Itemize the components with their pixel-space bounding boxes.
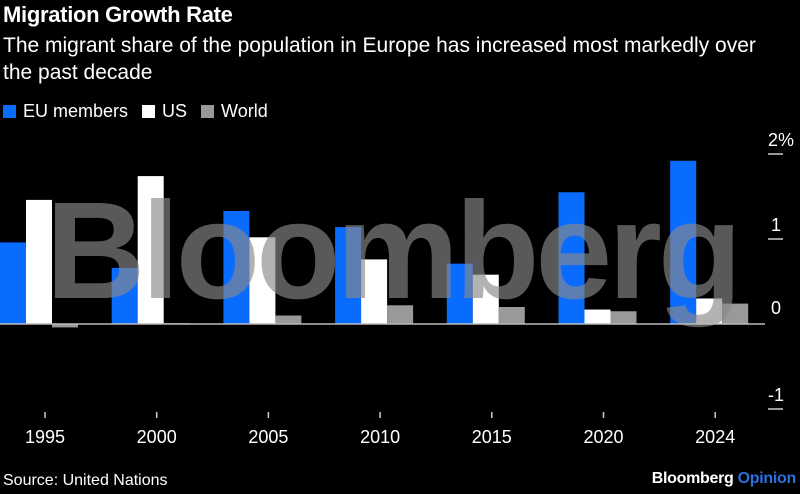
bar-world-2020 — [610, 311, 637, 324]
x-tick-label: 1995 — [25, 427, 65, 447]
legend-item-us: US — [142, 101, 187, 122]
bar-us-2020 — [584, 309, 611, 324]
bar-eu-members-2010 — [335, 227, 362, 324]
bar-eu-members-2005 — [223, 210, 250, 324]
bar-us-2010 — [361, 259, 388, 324]
bar-eu-members-2020 — [558, 192, 585, 324]
y-tick-label: 0 — [771, 298, 781, 318]
y-tick-label: -1 — [768, 385, 784, 405]
brand-logo: Bloomberg Opinion — [651, 470, 797, 488]
x-tick-label: 2000 — [137, 427, 177, 447]
x-tick-label: 2024 — [695, 427, 735, 447]
legend-label: EU members — [23, 101, 129, 121]
x-tick-label: 2010 — [360, 427, 400, 447]
x-tick-label: 2020 — [583, 427, 623, 447]
bar-eu-members-2015 — [446, 263, 473, 324]
bar-world-1995 — [52, 324, 78, 328]
x-tick-label: 2005 — [248, 427, 288, 447]
y-tick-label: 2% — [768, 130, 794, 150]
legend-swatch — [201, 105, 215, 118]
bar-world-2005 — [275, 315, 302, 324]
bar-world-2024 — [722, 303, 749, 324]
legend-swatch — [142, 105, 156, 118]
chart-title: Migration Growth Rate — [3, 2, 233, 27]
watermark: Bloomberg — [46, 174, 738, 328]
x-tick-label: 2015 — [472, 427, 512, 447]
bar-us-2005 — [249, 237, 276, 324]
brand-name: Bloomberg — [651, 470, 734, 487]
bar-us-2015 — [472, 274, 499, 324]
bar-eu-members-1995 — [0, 242, 26, 324]
legend-item-eu: EU members — [3, 101, 128, 122]
bar-world-2015 — [498, 307, 525, 324]
chart-subtitle: The migrant share of the population in E… — [3, 34, 756, 84]
legend: EU members US World — [3, 101, 282, 122]
bar-eu-members-2024 — [670, 160, 697, 324]
bar-us-2000 — [137, 176, 164, 324]
legend-label: US — [162, 101, 188, 121]
bar-us-2024 — [696, 298, 723, 324]
bar-world-2010 — [387, 305, 414, 324]
bar-us-1995 — [26, 199, 52, 324]
y-tick-label: 1 — [771, 215, 781, 235]
legend-swatch — [3, 105, 16, 118]
source-note: Source: United Nations — [3, 472, 168, 489]
bar-eu-members-2000 — [111, 267, 138, 324]
legend-item-world: World — [201, 101, 268, 122]
legend-label: World — [221, 101, 268, 121]
brand-suffix: Opinion — [737, 470, 797, 487]
